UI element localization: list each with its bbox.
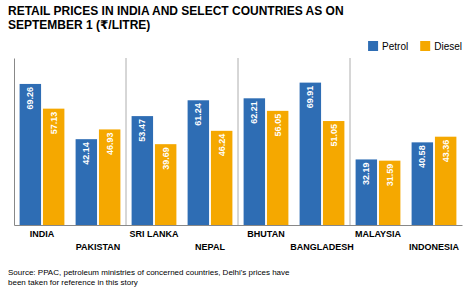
data-label: 31.59 bbox=[385, 164, 395, 187]
separator bbox=[126, 58, 127, 225]
y-axis bbox=[14, 59, 15, 226]
data-labels: 69.26 42.14 53.47 61.24 62.21 69.91 32.19 40.58… bbox=[25, 86, 450, 187]
x-tick: INDONESIA bbox=[409, 242, 460, 252]
bars bbox=[20, 83, 457, 225]
legend-swatch bbox=[420, 41, 430, 51]
bar bbox=[379, 161, 400, 225]
data-label: 69.26 bbox=[25, 87, 35, 110]
legend: Diesel Petrol bbox=[368, 41, 462, 52]
legend-item: Diesel bbox=[420, 41, 462, 52]
bar bbox=[155, 144, 176, 225]
x-tick: INDIA bbox=[30, 229, 55, 239]
x-tick: BANGLADESH bbox=[290, 242, 354, 252]
bar bbox=[435, 137, 456, 225]
data-label: 51.05 bbox=[329, 124, 339, 147]
x-tick: MALAYSIA bbox=[355, 229, 402, 239]
bar bbox=[99, 129, 120, 225]
x-tick-label: MALAYSIA bbox=[355, 229, 402, 239]
bar bbox=[412, 142, 433, 225]
data-label: 53.47 bbox=[137, 119, 147, 142]
bar bbox=[132, 116, 153, 225]
bar bbox=[43, 109, 64, 225]
x-tick-label: BANGLADESH bbox=[290, 242, 354, 252]
separator bbox=[238, 58, 239, 225]
data-label: 39.69 bbox=[161, 147, 171, 170]
annotation-line: Source: PPAC, petroleum ministries of co… bbox=[8, 268, 290, 277]
x-tick-label: INDONESIA bbox=[409, 242, 460, 252]
title-line: RETAIL PRICES IN INDIA AND SELECT COUNTR… bbox=[8, 4, 344, 18]
x-tick-label: SRI LANKA bbox=[130, 229, 179, 239]
x-tick-label: INDIA bbox=[30, 229, 55, 239]
data-label: 61.24 bbox=[193, 103, 203, 126]
x-tick: NEPAL bbox=[195, 242, 225, 252]
bar bbox=[323, 121, 344, 225]
bar bbox=[188, 100, 209, 225]
legend-swatch bbox=[368, 41, 378, 51]
data-label: 42.14 bbox=[81, 142, 91, 165]
legend-label: Diesel bbox=[434, 41, 462, 52]
data-label: 46.93 bbox=[105, 132, 115, 155]
plot: 69.26 42.14 53.47 61.24 62.21 69.91 32.19 40.58… bbox=[15, 58, 463, 252]
data-label: 46.24 bbox=[217, 134, 227, 157]
bar bbox=[76, 139, 97, 225]
bar bbox=[267, 111, 288, 225]
title: RETAIL PRICES IN INDIA AND SELECT COUNTR… bbox=[8, 4, 344, 32]
separator bbox=[350, 58, 351, 225]
x-axis-line bbox=[15, 225, 463, 226]
title-line: SEPTEMBER 1 (₹/LITRE) bbox=[8, 18, 150, 32]
data-label: 56.05 bbox=[273, 114, 283, 137]
x-tick-label: PAKISTAN bbox=[76, 242, 121, 252]
x-tick: BHUTAN bbox=[247, 229, 284, 239]
bar bbox=[211, 131, 232, 225]
data-label: 40.58 bbox=[417, 145, 427, 168]
annotation: Source: PPAC, petroleum ministries of co… bbox=[8, 268, 290, 287]
y-axis-line bbox=[14, 59, 15, 226]
data-label: 57.13 bbox=[49, 112, 59, 135]
x-axis: INDIA PAKISTAN SRI LANKA NEPAL BHUTAN BANGLAD… bbox=[15, 226, 463, 253]
annotation-line: been taken for reference in this story bbox=[8, 278, 138, 287]
data-label: 32.19 bbox=[361, 162, 371, 185]
data-label: 62.21 bbox=[249, 101, 259, 124]
data-label: 43.36 bbox=[441, 140, 451, 163]
x-tick: SRI LANKA bbox=[130, 229, 179, 239]
chart: RETAIL PRICES IN INDIA AND SELECT COUNTR… bbox=[0, 0, 474, 291]
bar bbox=[244, 98, 265, 225]
x-tick-label: BHUTAN bbox=[247, 229, 284, 239]
bar bbox=[20, 84, 41, 225]
legend-item: Petrol bbox=[368, 41, 408, 52]
bar bbox=[300, 83, 321, 225]
bar bbox=[356, 159, 377, 225]
x-tick: PAKISTAN bbox=[76, 242, 121, 252]
data-label: 69.91 bbox=[305, 86, 315, 109]
legend-label: Petrol bbox=[382, 41, 408, 52]
x-tick-label: NEPAL bbox=[195, 242, 225, 252]
